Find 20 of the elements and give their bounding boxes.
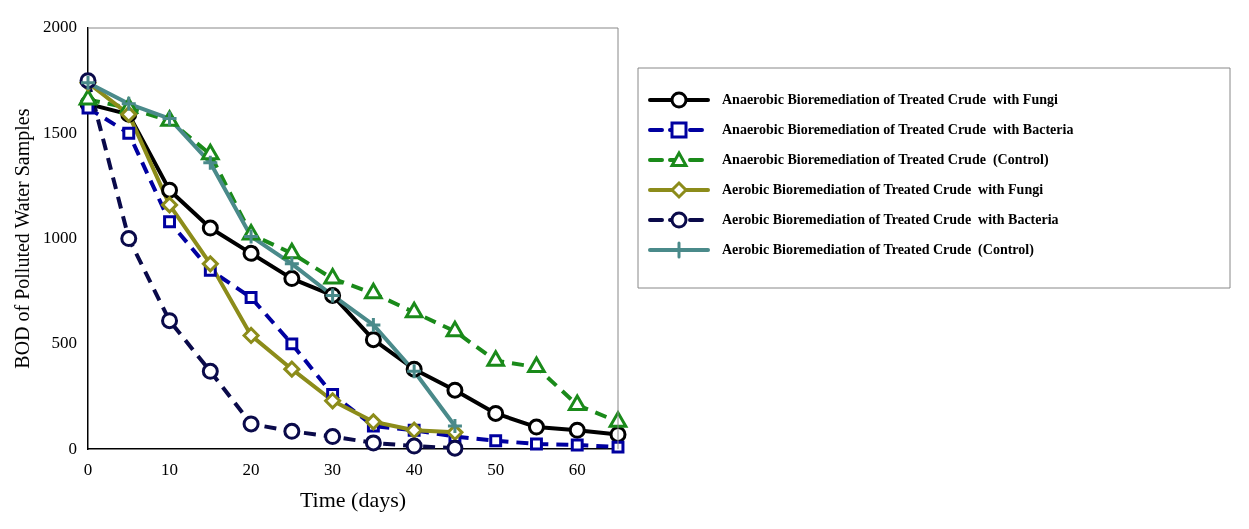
x-tick-label: 10 bbox=[161, 459, 179, 479]
x-tick-label: 20 bbox=[242, 459, 260, 479]
x-tick-label: 40 bbox=[405, 459, 423, 479]
x-tick-label: 30 bbox=[324, 459, 342, 479]
legend-label: Aerobic Bioremediation of Treated Crude with Bacteria bbox=[722, 211, 1059, 227]
y-tick-label: 2000 bbox=[43, 17, 77, 37]
y-tick-label: 500 bbox=[51, 333, 77, 353]
legend-label: Anaerobic Bioremediation of Treated Crude with Fungi bbox=[722, 91, 1058, 107]
legend-label: Aerobic Bioremediation of Treated Crude with Fungi bbox=[722, 181, 1044, 197]
legend-label: Anaerobic Bioremediation of Treated Crude (Control) bbox=[722, 151, 1049, 168]
legend-label: Aerobic Bioremediation of Treated Crude (Control) bbox=[722, 241, 1035, 258]
x-tick-label: 50 bbox=[487, 459, 505, 479]
x-axis-title: Time (days) bbox=[299, 486, 407, 512]
y-tick-label: 1500 bbox=[43, 122, 77, 142]
legend-label: Anaerobic Bioremediation of Treated Crude with Bacteria bbox=[722, 121, 1074, 137]
x-tick-label: 0 bbox=[83, 459, 93, 479]
y-axis-title: BOD of Polluted Water Samples bbox=[11, 108, 35, 369]
y-tick-label: 1000 bbox=[43, 228, 77, 248]
x-tick-label: 60 bbox=[568, 459, 586, 479]
y-tick-label: 0 bbox=[68, 438, 77, 458]
